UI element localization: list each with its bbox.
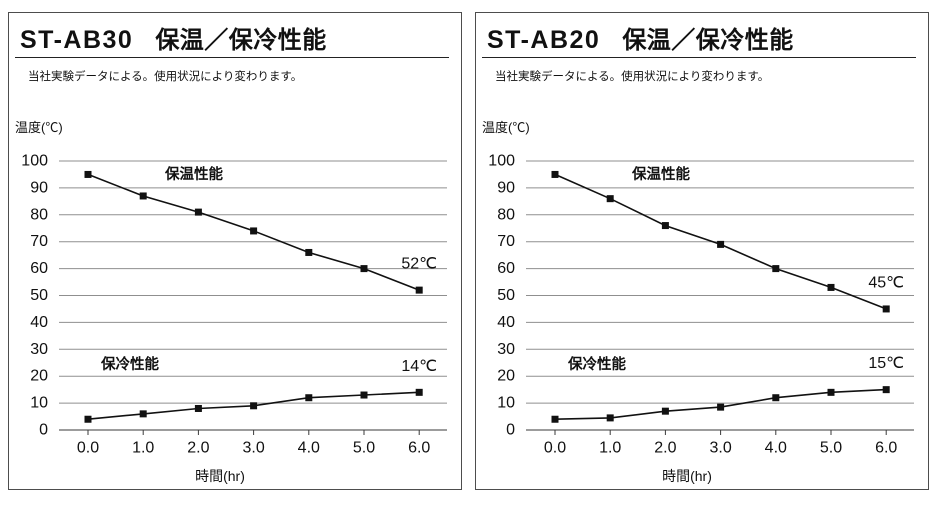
x-tick-label: 1.0 [132, 440, 154, 457]
data-point [250, 402, 258, 410]
y-tick-label: 50 [497, 287, 515, 304]
y-tick-label: 40 [30, 314, 48, 331]
model-name: ST-AB30 [20, 26, 134, 54]
y-tick-label: 30 [30, 341, 48, 358]
chart-title: ST-AB30 保温／保冷性能 [20, 26, 327, 58]
end-value-label: 14℃ [401, 358, 437, 375]
y-tick-label: 20 [30, 368, 48, 385]
chart-note: 当社実験データによる。使用状況により変わります。 [28, 71, 303, 83]
y-tick-label: 10 [30, 395, 48, 412]
series-label: 保温性能 [631, 165, 690, 183]
chart-title-text: 保温／保冷性能 [622, 27, 794, 54]
x-tick-label: 6.0 [408, 440, 430, 457]
y-tick-label: 0 [39, 422, 48, 439]
data-point [772, 394, 780, 402]
title-underline [15, 57, 449, 58]
y-tick-label: 20 [497, 368, 515, 385]
x-tick-label: 3.0 [709, 440, 731, 457]
x-tick-label: 4.0 [765, 440, 787, 457]
y-tick-label: 40 [497, 314, 515, 331]
data-point [305, 394, 313, 402]
chart-title: ST-AB20 保温／保冷性能 [487, 26, 794, 58]
data-point [415, 388, 423, 396]
data-point [551, 170, 559, 178]
data-point [84, 415, 92, 423]
title-underline [482, 57, 916, 58]
data-point [827, 283, 835, 291]
data-point [250, 227, 258, 235]
data-point [360, 391, 368, 399]
y-tick-label: 80 [497, 206, 515, 223]
y-tick-label: 90 [30, 179, 48, 196]
y-tick-label: 0 [506, 422, 515, 439]
y-tick-label: 60 [30, 260, 48, 277]
end-value-label: 45℃ [868, 274, 904, 291]
data-point [606, 195, 614, 203]
x-tick-label: 5.0 [820, 440, 842, 457]
y-tick-label: 70 [30, 233, 48, 250]
chart-panel-left: ST-AB30 保温／保冷性能 当社実験データによる。使用状況により変わります。 … [8, 12, 462, 490]
end-value-label: 52℃ [401, 256, 437, 273]
data-point [882, 305, 890, 313]
data-point [882, 386, 890, 394]
series-label: 保温性能 [164, 165, 223, 183]
x-axis-label: 時間(hr) [195, 468, 245, 484]
data-point [139, 192, 147, 200]
data-point [661, 407, 669, 415]
data-point [415, 286, 423, 294]
chart-title-text: 保温／保冷性能 [155, 27, 327, 54]
x-tick-label: 2.0 [187, 440, 209, 457]
series-label: 保冷性能 [567, 355, 626, 373]
x-tick-label: 4.0 [298, 440, 320, 457]
model-name: ST-AB20 [487, 26, 601, 54]
x-tick-label: 2.0 [654, 440, 676, 457]
x-axis-label: 時間(hr) [662, 468, 712, 484]
data-point [606, 414, 614, 422]
y-tick-label: 90 [497, 179, 515, 196]
data-point [194, 404, 202, 412]
y-tick-label: 70 [497, 233, 515, 250]
x-tick-label: 1.0 [599, 440, 621, 457]
data-point [305, 248, 313, 256]
x-tick-label: 6.0 [875, 440, 897, 457]
y-tick-label: 60 [497, 260, 515, 277]
y-tick-label: 10 [497, 395, 515, 412]
x-tick-label: 0.0 [544, 440, 566, 457]
data-point [827, 388, 835, 396]
chart-panel-right: ST-AB20 保温／保冷性能 当社実験データによる。使用状況により変わります。 … [475, 12, 929, 490]
x-tick-label: 3.0 [242, 440, 264, 457]
x-tick-label: 5.0 [353, 440, 375, 457]
data-point [717, 403, 725, 411]
data-point [772, 265, 780, 273]
y-tick-label: 30 [497, 341, 515, 358]
data-point [661, 222, 669, 230]
y-tick-label: 80 [30, 206, 48, 223]
y-tick-label: 50 [30, 287, 48, 304]
y-axis-label: 温度(℃) [482, 120, 530, 135]
data-point [360, 265, 368, 273]
y-tick-label: 100 [21, 153, 48, 170]
data-point [84, 170, 92, 178]
chart-note: 当社実験データによる。使用状況により変わります。 [495, 71, 770, 83]
data-point [139, 410, 147, 418]
series-label: 保冷性能 [100, 355, 159, 373]
end-value-label: 15℃ [868, 355, 904, 372]
x-tick-label: 0.0 [77, 440, 99, 457]
data-point [551, 415, 559, 423]
y-axis-label: 温度(℃) [15, 120, 63, 135]
data-point [194, 208, 202, 216]
data-point [717, 240, 725, 248]
y-tick-label: 100 [488, 153, 515, 170]
